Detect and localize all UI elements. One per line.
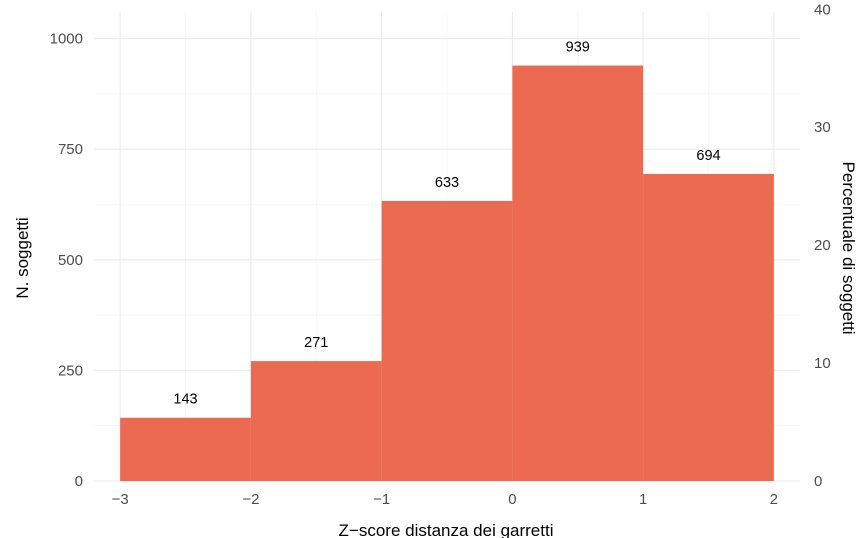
bar-value-label: 694 (696, 148, 720, 164)
histogram-bar (120, 417, 251, 481)
bar-value-label: 271 (304, 335, 328, 351)
histogram-bar (250, 361, 382, 481)
x-axis-ticks: −3 −2 −1 0 1 2 (112, 491, 778, 508)
y-tick-label: 750 (58, 141, 83, 158)
y2-tick-label: 0 (814, 473, 822, 490)
secondary-y-axis-title: Percentuale di soggetti (839, 162, 858, 335)
bar-value-label: 143 (173, 392, 197, 408)
y2-tick-label: 20 (814, 237, 831, 254)
x-tick-label: −1 (373, 491, 390, 508)
y-tick-label: 0 (75, 473, 83, 490)
x-tick-label: −3 (112, 491, 129, 508)
y-axis-ticks: 0 250 500 750 1000 (50, 31, 83, 490)
histogram-bar (643, 173, 774, 481)
y2-tick-label: 40 (814, 1, 831, 18)
x-tick-label: 1 (639, 491, 647, 508)
histogram-bar (381, 200, 513, 481)
histogram-bar (512, 65, 644, 481)
bar-value-label: 633 (435, 175, 459, 191)
x-axis-title: Z−score distanza dei garretti (339, 521, 554, 538)
secondary-y-axis-ticks: 0 10 20 30 40 (814, 1, 831, 490)
x-tick-label: 0 (508, 491, 516, 508)
y-tick-label: 250 (58, 362, 83, 379)
y-tick-label: 1000 (50, 31, 83, 48)
x-tick-label: 2 (770, 491, 778, 508)
y2-tick-label: 30 (814, 119, 831, 136)
bars (120, 65, 774, 481)
y2-tick-label: 10 (814, 355, 831, 372)
bar-labels: 143 271 633 939 694 (173, 40, 720, 408)
y-tick-label: 500 (58, 252, 83, 269)
bar-value-label: 939 (566, 40, 590, 56)
y-axis-title: N. soggetti (13, 217, 32, 298)
x-tick-label: −2 (242, 491, 259, 508)
